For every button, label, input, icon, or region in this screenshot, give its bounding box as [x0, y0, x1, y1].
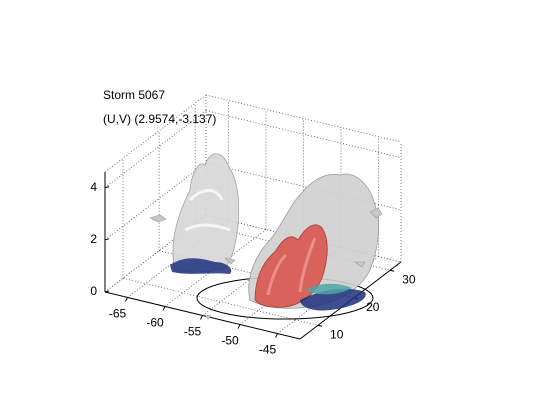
chart-title: Storm 5067 — [103, 88, 165, 102]
grid-line — [122, 277, 319, 326]
isosurfaces — [149, 153, 383, 320]
grid-line — [205, 162, 402, 211]
tick-mark — [390, 269, 395, 272]
right-plume-base — [300, 288, 366, 311]
wall-edge — [104, 94, 207, 173]
grid-line — [104, 162, 207, 241]
tick-mark — [200, 315, 203, 320]
x-tick-label: -65 — [109, 307, 127, 321]
tick-mark — [237, 324, 241, 329]
tick-mark — [317, 324, 323, 327]
wall-edge — [205, 94, 402, 143]
left-plume-highlight — [184, 189, 231, 232]
grid-line — [104, 110, 207, 188]
chart-subtitle: (U,V) (2.9574,-3.137) — [103, 112, 216, 126]
tick-mark — [162, 306, 166, 311]
tick-mark — [104, 238, 110, 241]
tick-mark — [104, 186, 110, 189]
x-tick-label: -55 — [184, 325, 202, 339]
left-plume-base — [170, 258, 232, 274]
tick-mark — [275, 333, 278, 338]
x-tick-label: -60 — [146, 316, 164, 330]
right-plume-band — [305, 283, 352, 295]
y-tick-label: 10 — [330, 327, 344, 341]
y-tick-label: 20 — [366, 300, 380, 314]
y-tick-label: 30 — [402, 272, 416, 286]
right-plume-core — [254, 224, 328, 308]
z-tick-label: 0 — [90, 284, 97, 298]
grid-line — [205, 110, 402, 159]
right-fragments — [204, 207, 383, 320]
core-highlight — [266, 237, 317, 296]
left-fragments — [149, 214, 236, 265]
z-tick-label: 4 — [90, 180, 97, 194]
z-tick-label: 2 — [90, 232, 97, 246]
x-tick-label: -50 — [221, 334, 239, 348]
tick-mark — [125, 297, 128, 302]
x-tick-label: -45 — [259, 343, 277, 357]
x-axis — [104, 291, 301, 340]
